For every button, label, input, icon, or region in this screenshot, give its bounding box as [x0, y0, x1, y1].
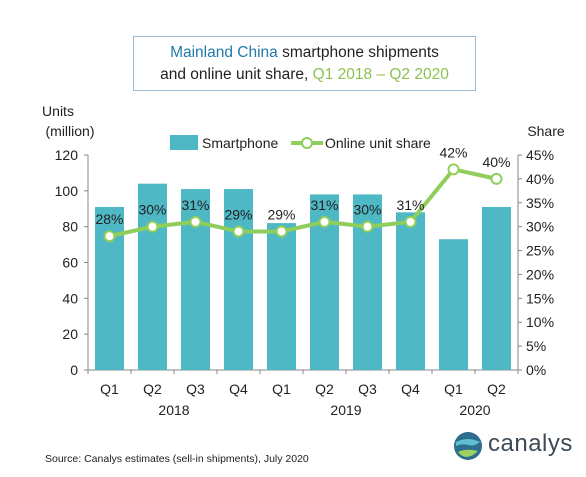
online-share-data-label: 40% — [482, 154, 510, 170]
online-share-data-label: 31% — [396, 197, 424, 213]
online-share-point — [447, 163, 460, 176]
left-tick-label: 40 — [62, 290, 78, 306]
globe-icon — [454, 432, 482, 460]
source-note: Source: Canalys estimates (sell-in shipm… — [45, 453, 309, 465]
canalys-logo: canalys — [452, 428, 572, 464]
bar — [439, 239, 468, 370]
x-category-label: Q2 — [487, 381, 506, 397]
x-category-label: Q1 — [100, 381, 119, 397]
title-part-4: Q1 2018 – Q2 2020 — [312, 66, 449, 83]
left-tick-label: 60 — [62, 255, 78, 271]
title-part-2: smartphone shipments — [277, 44, 439, 61]
online-share-data-label: 29% — [267, 206, 295, 222]
right-tick-label: 15% — [526, 290, 554, 306]
right-axis-title: Share — [527, 123, 565, 139]
x-category-label: Q4 — [401, 381, 420, 397]
right-tick-label: 40% — [526, 171, 554, 187]
right-tick-label: 45% — [526, 147, 554, 163]
x-category-label: Q3 — [358, 381, 377, 397]
x-category-label: Q1 — [272, 381, 291, 397]
bar — [482, 206, 511, 370]
left-tick-label: 20 — [62, 326, 78, 342]
left-tick-label: 0 — [70, 362, 78, 378]
online-share-data-label: 29% — [224, 206, 252, 222]
legend-swatch-online-marker — [301, 137, 313, 149]
right-tick-label: 25% — [526, 243, 554, 259]
left-tick-label: 80 — [62, 219, 78, 235]
x-category-label: Q2 — [143, 381, 162, 397]
right-tick-label: 20% — [526, 266, 554, 282]
online-share-data-label: 31% — [310, 197, 338, 213]
x-category-label: Q4 — [229, 381, 248, 397]
title-part-3: and online unit share, — [160, 66, 313, 83]
right-tick-label: 10% — [526, 314, 554, 330]
online-share-point — [318, 215, 331, 228]
bar — [224, 189, 253, 370]
online-share-point — [103, 230, 116, 243]
online-share-data-label: 31% — [181, 197, 209, 213]
x-year-label: 2018 — [158, 402, 189, 418]
bar — [138, 183, 167, 370]
left-tick-label: 100 — [55, 183, 79, 199]
online-share-data-label: 42% — [439, 144, 467, 160]
bar — [267, 223, 296, 370]
online-share-point — [275, 225, 288, 238]
right-tick-label: 5% — [526, 338, 546, 354]
right-tick-label: 35% — [526, 195, 554, 211]
right-tick-label: 30% — [526, 219, 554, 235]
online-share-line — [109, 167, 497, 239]
online-share-point — [490, 172, 503, 185]
x-category-label: Q2 — [315, 381, 334, 397]
right-tick-label: 0% — [526, 362, 546, 378]
title-part-1: Mainland China — [170, 44, 278, 61]
x-year-label: 2019 — [330, 402, 361, 418]
online-share-point — [361, 220, 374, 233]
logo-text: canalys — [488, 430, 573, 457]
online-share-data-label: 28% — [95, 211, 123, 227]
x-category-label: Q1 — [444, 381, 463, 397]
online-share-point — [404, 215, 417, 228]
legend-label-online: Online unit share — [325, 135, 431, 151]
left-tick-label: 120 — [55, 147, 79, 163]
left-axis-title-line2: (million) — [46, 123, 95, 139]
online-share-point — [146, 220, 159, 233]
left-axis-title-line1: Units — [42, 103, 74, 119]
bar — [396, 212, 425, 370]
online-share-data-label: 30% — [353, 202, 381, 218]
online-share-point — [189, 215, 202, 228]
online-share-point — [232, 225, 245, 238]
x-category-label: Q3 — [186, 381, 205, 397]
legend-label-smartphone: Smartphone — [202, 135, 278, 151]
x-year-label: 2020 — [459, 402, 490, 418]
legend-swatch-smartphone — [170, 135, 198, 150]
online-share-data-label: 30% — [138, 202, 166, 218]
chart-title-box: Mainland China smartphone shipments and … — [133, 36, 476, 91]
